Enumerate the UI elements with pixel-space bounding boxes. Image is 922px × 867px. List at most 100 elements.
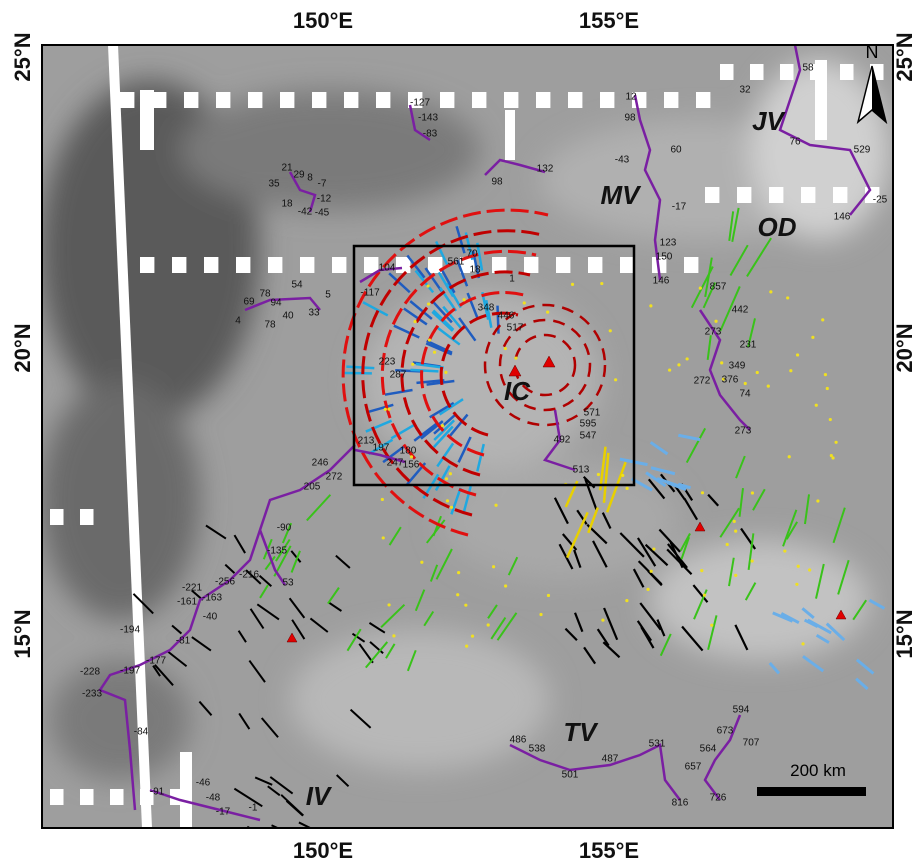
profile-label: -163 xyxy=(202,593,222,604)
profile-label: 12 xyxy=(625,92,637,103)
profile-label: -221 xyxy=(182,583,202,594)
region-label: IV xyxy=(306,781,333,811)
profile-label: 29 xyxy=(293,170,305,181)
dot xyxy=(714,320,717,323)
dot xyxy=(387,408,390,411)
dot xyxy=(413,320,416,323)
north-label: N xyxy=(866,42,879,62)
dot xyxy=(835,441,838,444)
swath-dash xyxy=(140,257,154,273)
coordinate-label: 155°E xyxy=(579,8,639,33)
dot xyxy=(668,368,671,371)
swath-dash xyxy=(780,64,794,80)
swath-dash xyxy=(556,257,570,273)
swath-dash xyxy=(737,187,751,203)
swath-dash xyxy=(750,64,764,80)
dot xyxy=(801,642,804,645)
profile-label: -48 xyxy=(206,793,221,804)
map: 150°E155°E150°E155°E25°N20°N15°N25°N20°N… xyxy=(0,0,922,867)
swath-dash xyxy=(833,187,847,203)
dot xyxy=(504,347,507,350)
dot xyxy=(744,382,747,385)
dot xyxy=(769,290,772,293)
profile-label: 657 xyxy=(685,762,702,773)
profile-label: 60 xyxy=(670,145,682,156)
profile-label: 673 xyxy=(717,726,734,737)
swath-dash xyxy=(588,257,602,273)
region-label: IC xyxy=(504,376,531,406)
dot xyxy=(734,574,737,577)
region-label: TV xyxy=(563,717,599,747)
dot xyxy=(444,371,447,374)
dot xyxy=(494,504,497,507)
swath-dash xyxy=(769,187,783,203)
profile-label: 8 xyxy=(307,173,313,184)
profile-label: -90 xyxy=(277,523,292,534)
dot xyxy=(420,561,423,564)
profile-label: 18 xyxy=(281,199,293,210)
profile-label: 5 xyxy=(325,290,331,301)
swath-dash xyxy=(50,789,64,805)
profile-label: 273 xyxy=(705,327,722,338)
swath-dash xyxy=(172,257,186,273)
swath-dash xyxy=(332,257,346,273)
swath-dash xyxy=(80,789,94,805)
profile-label: 492 xyxy=(554,435,571,446)
profile-label: 246 xyxy=(312,458,329,469)
dot xyxy=(387,603,390,606)
profile-label: 571 xyxy=(584,408,601,419)
profile-label: 78 xyxy=(259,289,271,300)
coordinate-label: 150°E xyxy=(293,8,353,33)
swath-dash xyxy=(801,187,815,203)
profile-label: 531 xyxy=(649,739,666,750)
swath-dash xyxy=(840,64,854,80)
profile-label: 146 xyxy=(834,212,851,223)
profile-label: -228 xyxy=(80,667,100,678)
profile-label: -46 xyxy=(196,778,211,789)
profile-label: 501 xyxy=(562,770,579,781)
dot xyxy=(795,583,798,586)
profile-label: 247 xyxy=(387,458,404,469)
profile-label: -42 xyxy=(298,207,313,218)
profile-label: 595 xyxy=(580,419,597,430)
dot xyxy=(829,418,832,421)
profile-label: -256 xyxy=(215,577,235,588)
dot xyxy=(677,363,680,366)
profile-label: 180 xyxy=(400,446,417,457)
swath-dash xyxy=(396,257,410,273)
profile-label: 123 xyxy=(660,238,677,249)
swath-dash xyxy=(720,64,734,80)
dot xyxy=(751,491,754,494)
swath-dash xyxy=(344,92,358,108)
swath-dash xyxy=(364,257,378,273)
profile-label: 487 xyxy=(602,754,619,765)
dot xyxy=(815,404,818,407)
dot xyxy=(626,487,629,490)
radial-dike xyxy=(346,367,374,369)
profile-label: 564 xyxy=(700,744,717,755)
swath-dash xyxy=(236,257,250,273)
swath-dash xyxy=(80,509,94,525)
dot xyxy=(514,356,517,359)
swath-dash xyxy=(536,92,550,108)
profile-label: 486 xyxy=(510,735,527,746)
swath-dash xyxy=(705,187,719,203)
dot xyxy=(546,311,549,314)
dot xyxy=(797,565,800,568)
dot xyxy=(821,318,824,321)
profile-label: -17 xyxy=(672,202,687,213)
swath-dash xyxy=(568,92,582,108)
profile-label: -127 xyxy=(410,98,430,109)
profile-label: 517 xyxy=(507,323,524,334)
swath-dash xyxy=(440,92,454,108)
profile-label: 78 xyxy=(264,320,276,331)
profile-label: -83 xyxy=(423,129,438,140)
dot xyxy=(450,506,453,509)
profile-label: 150 xyxy=(656,252,673,263)
profile-label: -161 xyxy=(177,597,197,608)
profile-label: 58 xyxy=(802,63,814,74)
coordinate-label: 20°N xyxy=(10,323,35,372)
dot xyxy=(492,565,495,568)
coordinate-label: 150°E xyxy=(293,838,353,863)
profile-label: 32 xyxy=(739,85,751,96)
